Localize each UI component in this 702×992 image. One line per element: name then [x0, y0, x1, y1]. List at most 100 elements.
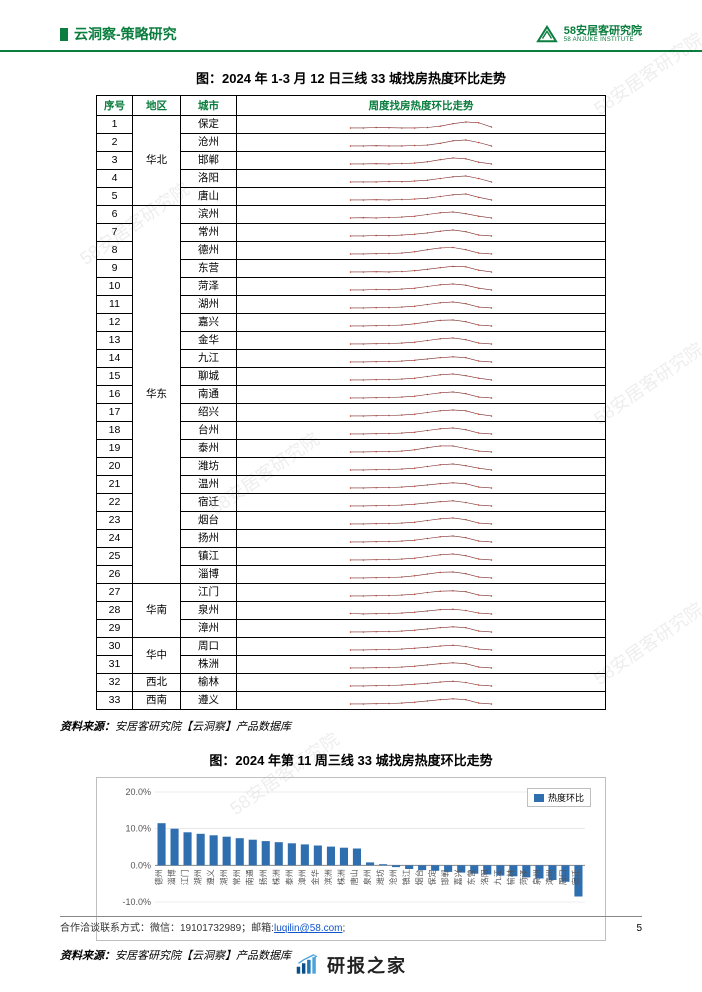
cell-seq: 20 [97, 458, 133, 476]
source-text: 安居客研究院【云洞察】产品数据库 [115, 718, 291, 734]
cell-city: 东营 [181, 260, 237, 278]
page-footer: 合作洽谈联系方式：微信：19101732989；邮箱:luqilin@58.co… [0, 916, 702, 934]
figure1-table: 序号 地区 城市 周度找房热度环比走势 1华北保定2沧州3邯郸4洛阳5唐山6华东… [96, 95, 606, 710]
header-marker-icon [60, 28, 68, 41]
cell-region: 华东 [133, 206, 181, 584]
svg-text:-10.0%: -10.0% [122, 897, 151, 907]
cell-seq: 19 [97, 440, 133, 458]
cell-city: 潍坊 [181, 458, 237, 476]
cell-city: 漳州 [181, 620, 237, 638]
cell-city: 聊城 [181, 368, 237, 386]
table-row: 30华中周口 [97, 638, 606, 656]
chart-legend: 热度环比 [527, 788, 591, 807]
cell-city: 邯郸 [181, 152, 237, 170]
cell-seq: 18 [97, 422, 133, 440]
cell-seq: 11 [97, 296, 133, 314]
svg-text:常州: 常州 [233, 869, 242, 885]
cell-sparkline [237, 314, 606, 332]
cell-city: 绍兴 [181, 404, 237, 422]
svg-text:菏泽: 菏泽 [518, 869, 528, 885]
table-row: 6华东滨州 [97, 206, 606, 224]
svg-text:唐山: 唐山 [349, 869, 359, 885]
cell-sparkline [237, 170, 606, 188]
cell-seq: 4 [97, 170, 133, 188]
cell-sparkline [237, 620, 606, 638]
cell-sparkline [237, 440, 606, 458]
cell-sparkline [237, 368, 606, 386]
cell-city: 株洲 [181, 656, 237, 674]
cell-sparkline [237, 656, 606, 674]
cell-sparkline [237, 404, 606, 422]
header-section-title: 云洞察-策略研究 [74, 24, 177, 44]
brand-footer: 研报之家 [0, 952, 702, 978]
svg-text:沧州: 沧州 [388, 869, 398, 885]
svg-text:漳州: 漳州 [544, 869, 554, 885]
cell-seq: 14 [97, 350, 133, 368]
header-logo: 58安居客研究院 58 ANJUKE INSTITUTE [536, 25, 642, 43]
svg-text:东营: 东营 [466, 869, 476, 885]
header-left: 云洞察-策略研究 [60, 24, 177, 44]
svg-text:株洲: 株洲 [336, 869, 346, 885]
brand-chart-icon [295, 954, 321, 976]
cell-seq: 1 [97, 116, 133, 134]
cell-seq: 29 [97, 620, 133, 638]
cell-city: 南通 [181, 386, 237, 404]
cell-city: 镇江 [181, 548, 237, 566]
th-city: 城市 [181, 96, 237, 116]
cell-city: 洛阳 [181, 170, 237, 188]
brand-name: 研报之家 [327, 952, 407, 978]
cell-sparkline [237, 206, 606, 224]
cell-city: 九江 [181, 350, 237, 368]
cell-seq: 9 [97, 260, 133, 278]
svg-text:20.0%: 20.0% [125, 787, 151, 797]
cell-city: 泉州 [181, 602, 237, 620]
cell-region: 华北 [133, 116, 181, 206]
cell-seq: 17 [97, 404, 133, 422]
svg-text:扬州: 扬州 [258, 869, 268, 885]
svg-text:周口: 周口 [559, 869, 568, 885]
cell-sparkline [237, 458, 606, 476]
footer-email-link[interactable]: luqilin@58.com [274, 923, 343, 934]
cell-sparkline [237, 566, 606, 584]
table-row: 27华南江门 [97, 584, 606, 602]
svg-text:嘉兴: 嘉兴 [453, 869, 463, 885]
cell-sparkline [237, 350, 606, 368]
svg-text:德州: 德州 [154, 869, 164, 885]
cell-seq: 15 [97, 368, 133, 386]
svg-text:镇江: 镇江 [401, 869, 411, 885]
cell-city: 江门 [181, 584, 237, 602]
svg-text:0.0%: 0.0% [130, 860, 151, 870]
cell-sparkline [237, 296, 606, 314]
cell-sparkline [237, 242, 606, 260]
cell-region: 华中 [133, 638, 181, 674]
cell-city: 湖州 [181, 296, 237, 314]
cell-seq: 8 [97, 242, 133, 260]
svg-text:南通: 南通 [245, 869, 255, 885]
cell-seq: 3 [97, 152, 133, 170]
cell-sparkline [237, 224, 606, 242]
cell-city: 沧州 [181, 134, 237, 152]
footer-suffix: ; [342, 923, 345, 934]
cell-city: 金华 [181, 332, 237, 350]
cell-city: 泰州 [181, 440, 237, 458]
cell-seq: 16 [97, 386, 133, 404]
legend-label: 热度环比 [548, 791, 584, 804]
cell-seq: 12 [97, 314, 133, 332]
table-row: 1华北保定 [97, 116, 606, 134]
svg-text:宿迁: 宿迁 [571, 869, 581, 885]
svg-text:潍坊: 潍坊 [375, 869, 385, 885]
cell-city: 烟台 [181, 512, 237, 530]
cell-sparkline [237, 548, 606, 566]
legend-swatch-icon [534, 794, 544, 802]
figure2-title: 图：2024 年第 11 周三线 33 城找房热度环比走势 [0, 750, 702, 769]
cell-seq: 32 [97, 674, 133, 692]
svg-text:保定: 保定 [427, 869, 437, 885]
logo-triangle-icon [536, 25, 558, 43]
cell-region: 西北 [133, 674, 181, 692]
cell-city: 榆林 [181, 674, 237, 692]
svg-text:漳州: 漳州 [297, 869, 307, 885]
cell-city: 菏泽 [181, 278, 237, 296]
cell-seq: 22 [97, 494, 133, 512]
cell-city: 德州 [181, 242, 237, 260]
cell-sparkline [237, 584, 606, 602]
